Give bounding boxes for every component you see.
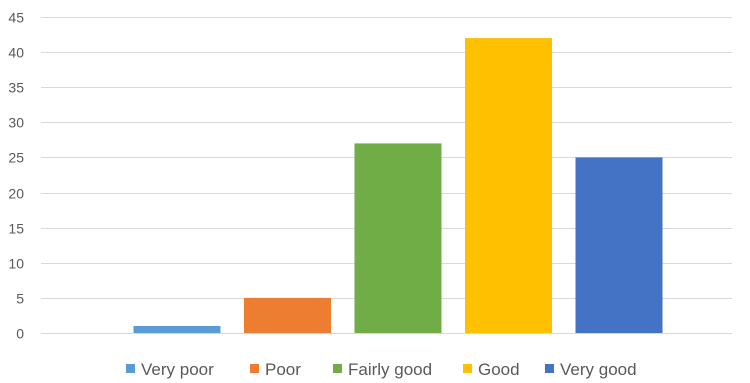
y-tick-label-8: 40 [8,45,24,61]
legend-swatch-very-poor [126,364,135,373]
bars [133,38,663,333]
legend: Very poor Poor Fairly good Good Very good [126,360,637,379]
bar-very-poor [133,326,221,333]
legend-swatch-fairly-good [333,364,342,373]
legend-label-very-poor: Very poor [141,360,214,379]
y-tick-label-9: 45 [8,10,24,26]
y-tick-label-1: 5 [16,291,24,307]
y-tick-label-3: 15 [8,221,24,237]
y-tick-label-4: 20 [8,186,24,202]
bar-good [465,38,552,333]
legend-label-poor: Poor [265,360,301,379]
legend-label-fairly-good: Fairly good [348,360,432,379]
legend-swatch-poor [250,364,259,373]
y-tick-label-5: 25 [8,150,24,166]
y-tick-label-7: 35 [8,80,24,96]
y-tick-label-2: 10 [8,256,24,272]
y-tick-label-6: 30 [8,115,24,131]
legend-label-good: Good [478,360,520,379]
y-tick-label-0: 0 [16,326,24,342]
bar-very-good [575,157,663,333]
legend-swatch-good [463,364,472,373]
legend-swatch-very-good [545,364,554,373]
bar-fairly-good [354,143,442,333]
y-axis-tick-labels: 0 5 10 15 20 25 30 35 40 45 [8,10,24,342]
legend-label-very-good: Very good [560,360,637,379]
bar-poor [244,297,331,333]
